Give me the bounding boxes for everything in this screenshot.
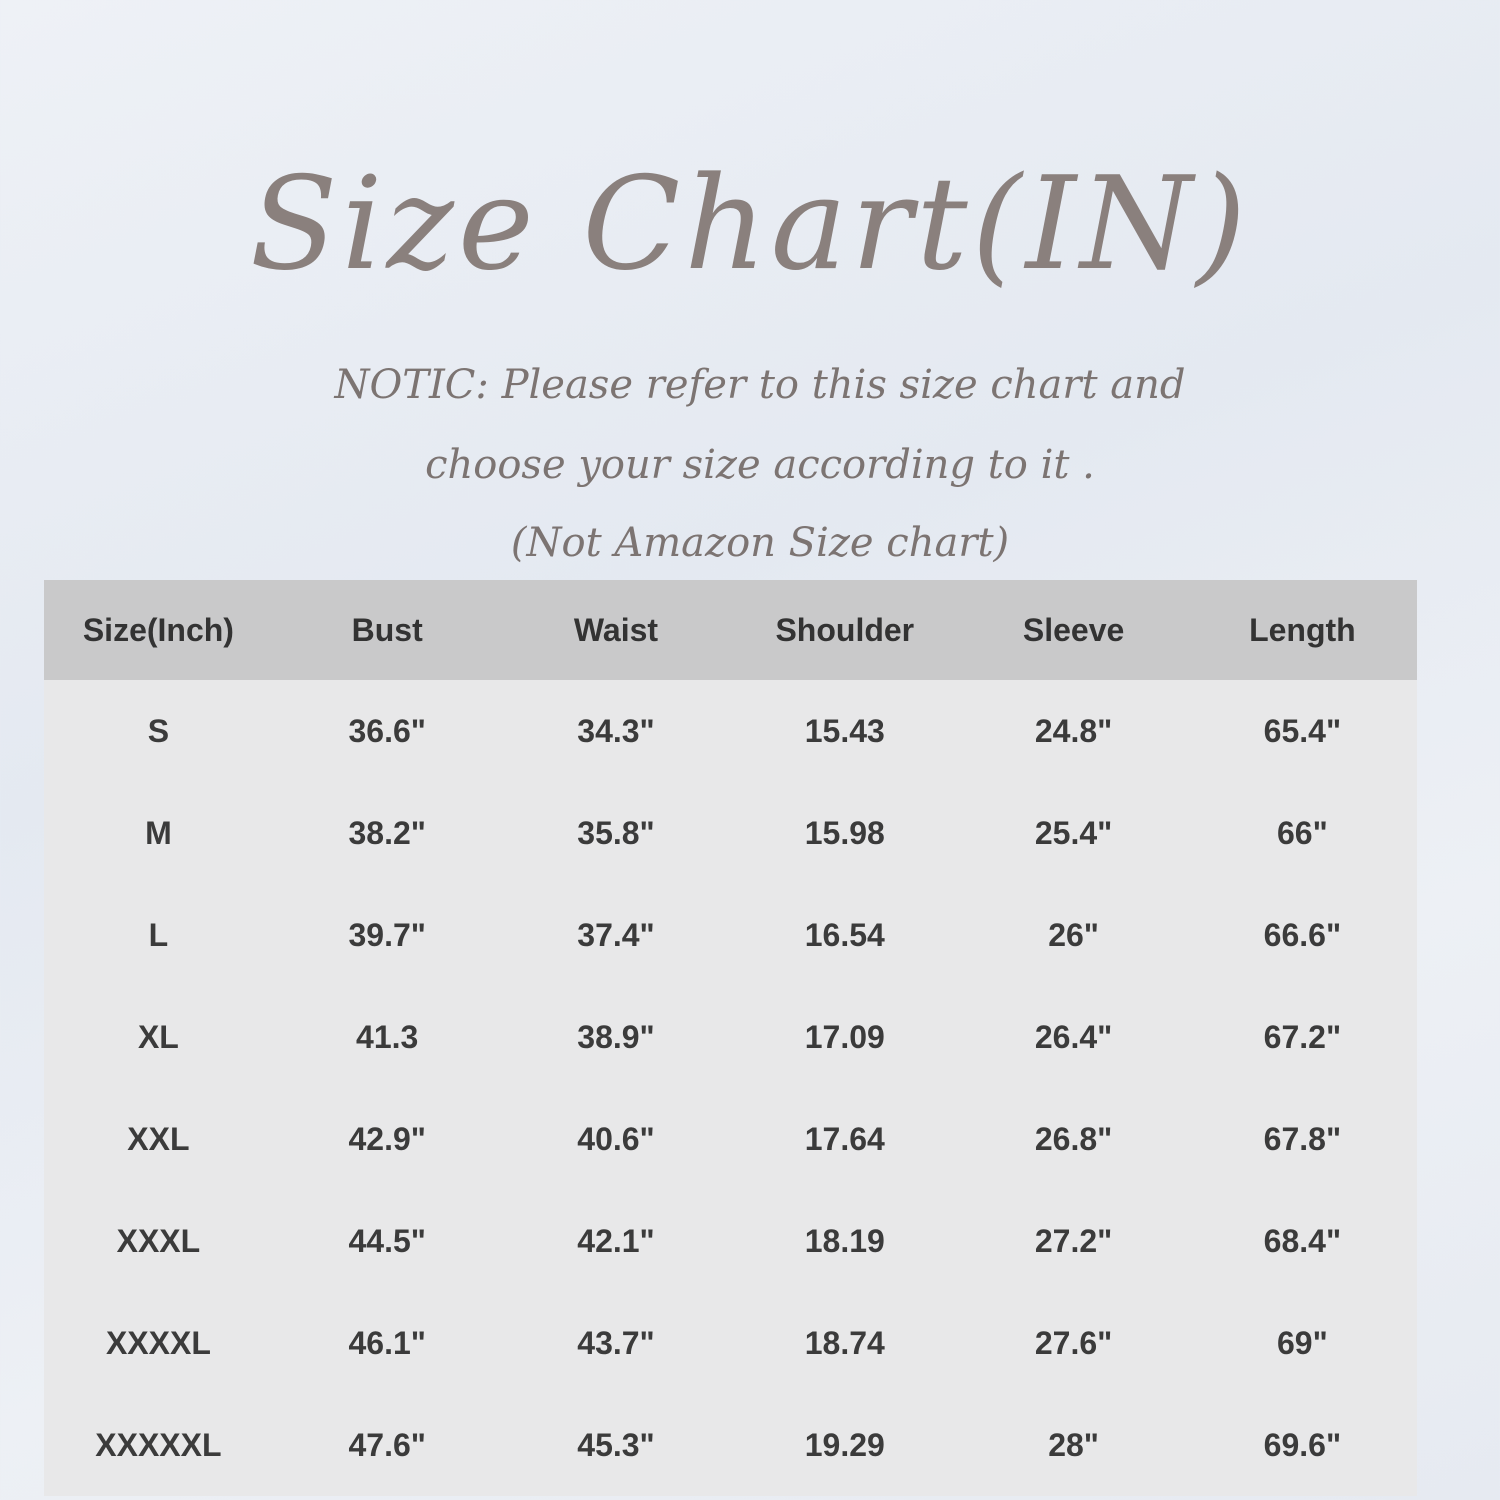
- table-cell: 69.6": [1263, 1426, 1342, 1463]
- column-header: Bust: [351, 611, 423, 648]
- notice-line-3: (Not Amazon Size chart): [510, 520, 1010, 566]
- table-cell: 41.3: [356, 1018, 419, 1055]
- table-cell: 68.4": [1263, 1222, 1342, 1259]
- column-header: Size(Inch): [82, 611, 234, 648]
- table-cell: 19.29: [804, 1426, 885, 1463]
- table-cell: 26.4": [1034, 1018, 1113, 1055]
- column-header: Waist: [573, 611, 659, 648]
- table-cell: 26.8": [1034, 1120, 1113, 1157]
- table-cell: 69": [1277, 1324, 1328, 1361]
- table-cell: 37.4": [577, 916, 655, 953]
- table-cell: 47.6": [348, 1426, 426, 1463]
- table-cell: 17.09: [804, 1018, 885, 1055]
- column-header: Length: [1249, 611, 1356, 648]
- table-cell: 27.2": [1034, 1222, 1113, 1259]
- table-row: XXL 42.9" 40.6" 17.64 26.8" 67.8": [44, 1088, 1417, 1190]
- table-cell: XXXXL: [105, 1324, 211, 1361]
- table-header: Size(Inch) Bust Waist Shoulder Sleeve Length: [44, 580, 1417, 680]
- column-header: Shoulder: [775, 611, 915, 648]
- table-cell: 28": [1048, 1426, 1099, 1463]
- table-cell: XXXL: [116, 1222, 201, 1259]
- table-cell: 17.64: [804, 1120, 885, 1157]
- table-cell: 40.6": [577, 1120, 655, 1157]
- table-cell: 25.4": [1034, 814, 1113, 851]
- table-cell: 65.4": [1263, 712, 1342, 749]
- table-cell: 18.19: [804, 1222, 885, 1259]
- table-cell: L: [148, 916, 169, 953]
- table-row: XXXXL 46.1" 43.7" 18.74 27.6" 69": [44, 1292, 1417, 1394]
- table-cell: 42.1": [577, 1222, 655, 1259]
- column-header: Sleeve: [1022, 611, 1125, 648]
- table-cell: 67.2": [1263, 1018, 1342, 1055]
- table-cell: 42.9": [348, 1120, 426, 1157]
- table-cell: 24.8": [1034, 712, 1113, 749]
- table-cell: 44.5": [348, 1222, 426, 1259]
- table-cell: M: [145, 814, 172, 851]
- table-cell: 66": [1277, 814, 1328, 851]
- table-cell: 34.3": [577, 712, 655, 749]
- table-cell: 36.6": [348, 712, 426, 749]
- table-cell: 66.6": [1263, 916, 1342, 953]
- table-cell: 27.6": [1034, 1324, 1113, 1361]
- table-cell: 38.2": [348, 814, 426, 851]
- table-cell: S: [147, 712, 170, 749]
- table-cell: 67.8": [1263, 1120, 1342, 1157]
- table-cell: 26": [1048, 916, 1099, 953]
- table-cell: 15.43: [804, 712, 885, 749]
- table-row: XXXXXL 47.6" 45.3" 19.29 28" 69.6": [44, 1394, 1417, 1496]
- table-cell: 39.7": [348, 916, 426, 953]
- table-cell: XXXXXL: [95, 1426, 222, 1463]
- table-row: XXXL 44.5" 42.1" 18.19 27.2" 68.4": [44, 1190, 1417, 1292]
- table-cell: XXL: [127, 1120, 190, 1157]
- table-cell: 46.1": [348, 1324, 426, 1361]
- size-table: Size(Inch) Bust Waist Shoulder Sleeve Length …: [44, 580, 1417, 1496]
- table-row: L 39.7" 37.4" 16.54 26" 66.6": [44, 884, 1417, 986]
- table-cell: 15.98: [804, 814, 885, 851]
- notice-line-1: NOTIC: Please refer to this size chart a…: [334, 362, 1186, 408]
- table-cell: 38.9": [577, 1018, 655, 1055]
- table-cell: 35.8": [577, 814, 655, 851]
- table-row: XL 41.3 38.9" 17.09 26.4" 67.2": [44, 986, 1417, 1088]
- table-cell: 43.7": [577, 1324, 655, 1361]
- table-row: M 38.2" 35.8" 15.98 25.4" 66": [44, 782, 1417, 884]
- page-title: Size Chart(IN): [249, 150, 1251, 299]
- table-row: S 36.6" 34.3" 15.43 24.8" 65.4": [44, 680, 1417, 782]
- table-cell: XL: [137, 1018, 179, 1055]
- table-cell: 45.3": [577, 1426, 655, 1463]
- table-cell: 18.74: [804, 1324, 885, 1361]
- notice-line-2: choose your size according to it .: [425, 442, 1095, 488]
- table-cell: 16.54: [804, 916, 885, 953]
